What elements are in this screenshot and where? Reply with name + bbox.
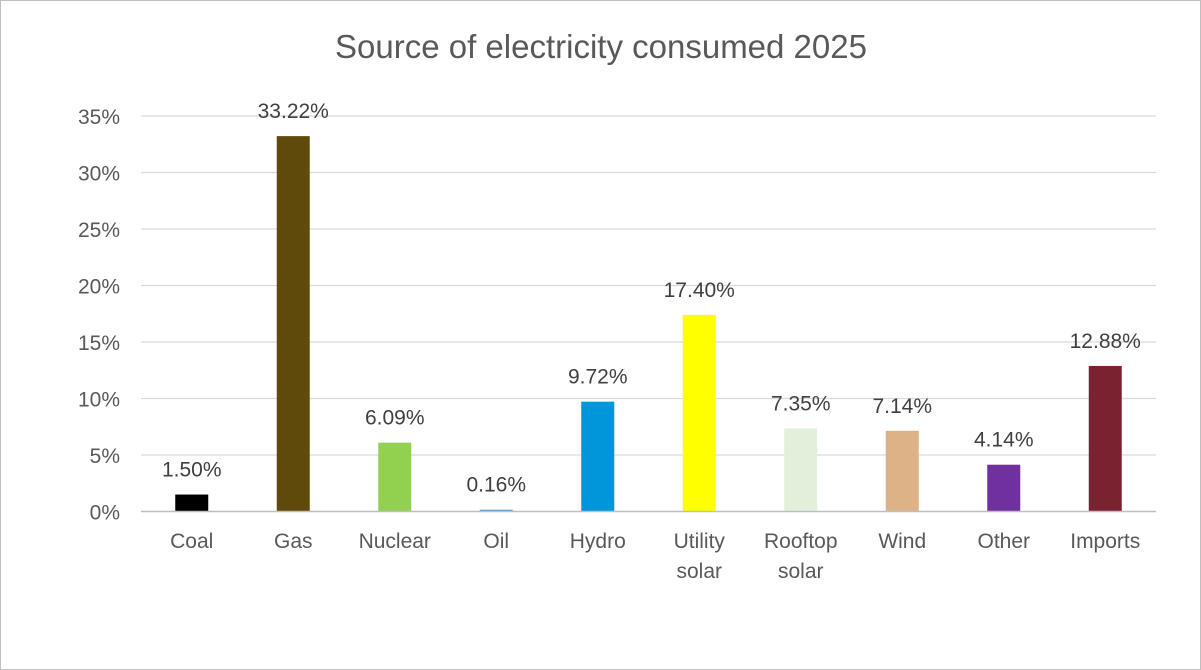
category-label: Rooftop — [764, 530, 838, 553]
category-label: Coal — [170, 530, 213, 553]
y-tick-label: 20% — [78, 276, 120, 299]
data-label: 0.16% — [466, 474, 526, 497]
gridlines — [141, 115, 1156, 456]
bar-2 — [378, 442, 412, 512]
y-tick-label: 25% — [78, 219, 120, 242]
category-label: Wind — [878, 530, 926, 553]
category-label: Imports — [1070, 530, 1140, 553]
data-label: 12.88% — [1070, 330, 1141, 353]
y-tick-label: 35% — [78, 106, 120, 129]
y-tick-label: 30% — [78, 163, 120, 186]
y-tick-label: 0% — [90, 502, 120, 525]
category-label: Other — [977, 530, 1030, 553]
data-label: 7.35% — [771, 392, 831, 415]
category-label: solar — [676, 560, 722, 583]
data-label: 4.14% — [974, 429, 1034, 452]
y-tick-label: 10% — [78, 389, 120, 412]
y-axis-ticks: 0% 5% 10% 15% 20% 25% 30% 35% — [78, 106, 120, 525]
bar-3 — [479, 509, 513, 512]
category-label: Gas — [274, 530, 313, 553]
bar-0 — [175, 494, 209, 512]
data-labels: 1.50% 33.22% 6.09% 0.16% 9.72% 17.40% 7.35% 7.1… — [162, 100, 1141, 497]
data-label: 6.09% — [365, 407, 425, 430]
category-label: Oil — [483, 530, 509, 553]
data-label: 1.50% — [162, 459, 222, 482]
bar-1 — [276, 136, 310, 512]
y-tick-label: 15% — [78, 332, 120, 355]
category-label: solar — [778, 560, 824, 583]
y-tick-label: 5% — [90, 445, 120, 468]
bar-9 — [1088, 365, 1122, 512]
bar-8 — [987, 464, 1021, 512]
data-label: 33.22% — [258, 100, 329, 123]
data-label: 17.40% — [664, 279, 735, 302]
category-label: Hydro — [570, 530, 626, 553]
chart-title: Source of electricity consumed 2025 — [335, 28, 867, 65]
category-label: Utility — [674, 530, 726, 553]
bar-7 — [885, 430, 919, 512]
bar-6 — [784, 428, 818, 512]
bar-5 — [682, 314, 716, 512]
category-label: Nuclear — [359, 530, 431, 553]
data-label: 9.72% — [568, 366, 628, 389]
data-label: 7.14% — [872, 395, 932, 418]
bars — [175, 136, 1122, 512]
category-labels: Coal Gas Nuclear Oil Hydro Utility solar Roofto… — [170, 530, 1140, 583]
bar-4 — [581, 401, 615, 512]
